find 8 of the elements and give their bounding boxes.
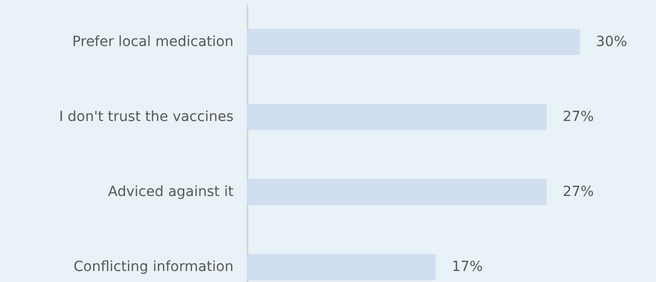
y-tick-label: Adviced against it <box>108 184 234 200</box>
y-tick-label: Prefer local medication <box>72 34 234 50</box>
y-tick-label: Conflicting information <box>73 259 234 276</box>
y-tick-label: I don't trust the vaccines <box>59 108 234 125</box>
data-label: 27% <box>562 184 594 200</box>
data-label: 17% <box>452 259 483 276</box>
data-label: 30% <box>596 34 628 50</box>
data-label: 27% <box>562 108 594 125</box>
